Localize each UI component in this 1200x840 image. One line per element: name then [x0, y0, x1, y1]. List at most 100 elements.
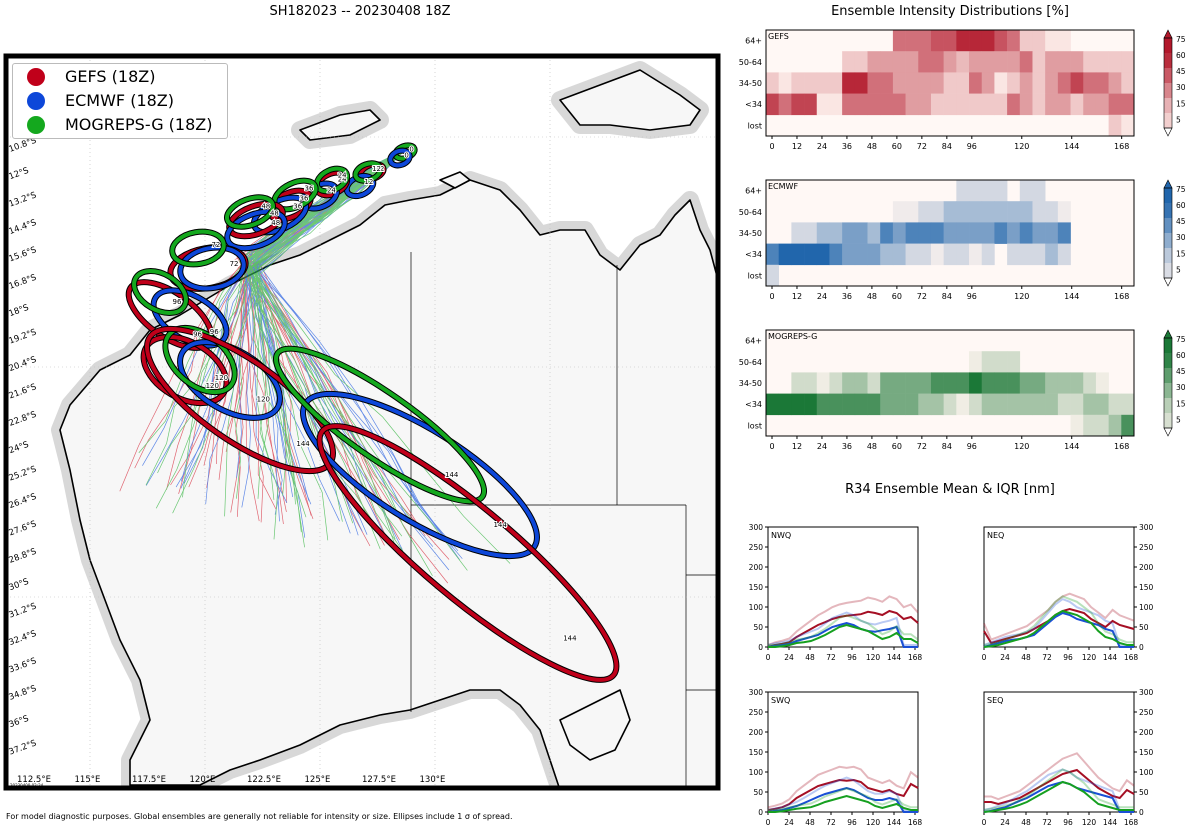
heat-cell [1057, 51, 1071, 73]
heat-cell [1007, 201, 1021, 223]
heat-cell [829, 222, 843, 244]
colorbar-cell [1164, 398, 1172, 414]
heat-cell [1019, 180, 1033, 202]
heat-cell [854, 51, 868, 73]
heat-cell [1070, 51, 1084, 73]
heat-cell [842, 243, 856, 266]
lon-tick-label: 115°E [75, 775, 101, 785]
row-label: <34 [745, 250, 762, 259]
x-tick-label: 0 [982, 653, 987, 662]
heat-cell [1032, 51, 1046, 73]
colorbar-frame [1163, 337, 1173, 429]
heat-cell [905, 222, 919, 244]
colorbar-tick-label: 30 [1176, 233, 1186, 242]
heat-cell [842, 93, 856, 116]
heat-cell [981, 393, 995, 416]
heat-cell [778, 72, 792, 94]
panel-frame [767, 691, 919, 813]
x-tick-label: 96 [1063, 818, 1073, 827]
heat-cell [1045, 201, 1059, 223]
ellipse-shape [178, 245, 246, 291]
ellipse-hour-label: 72 [230, 260, 239, 268]
heat-cell [918, 393, 932, 416]
x-tick-label: 0 [769, 142, 774, 151]
heat-cell [829, 372, 843, 394]
heat-cell [816, 372, 830, 394]
colorbar-cell [1164, 353, 1172, 369]
heat-cell [930, 72, 944, 94]
x-tick-label: 144 [1064, 142, 1079, 151]
x-tick-label: 84 [942, 142, 952, 151]
heat-cell [854, 243, 868, 266]
heat-cell [1057, 30, 1071, 52]
heat-cell [892, 201, 906, 223]
heat-cell [994, 93, 1008, 116]
colorbar-cell [1164, 368, 1172, 384]
x-tick-label: 168 [908, 653, 923, 662]
ellipse-shape [170, 229, 226, 267]
x-tick-label: 96 [967, 292, 977, 301]
y-tick-label: 250 [749, 708, 764, 717]
ellipse-hour-label: 96 [173, 298, 182, 306]
heat-cell [981, 243, 995, 266]
heat-cell [981, 351, 995, 373]
colorbar-frame [1163, 37, 1173, 129]
ellipse-hour-label: 120 [206, 382, 219, 390]
heat-cell [981, 222, 995, 244]
heat-cell [804, 393, 818, 416]
heat-cell [956, 243, 970, 266]
colorbar-frame [1163, 187, 1173, 279]
colorbar-bottom-arrow [1163, 127, 1173, 137]
heat-cell [943, 372, 957, 394]
intensity-title: Ensemble Intensity Distributions [%] [831, 4, 1069, 19]
colorbar-tick-label: 75 [1176, 185, 1186, 194]
colorbar-cell [1164, 68, 1172, 84]
heat-cell [918, 30, 932, 52]
r34-panel-seq: SEQ 0 50 100 150 200 250 300 0 24 48 72 96 120 144 168 [982, 688, 1154, 827]
heat-cell [956, 72, 970, 94]
x-tick-label: 96 [967, 442, 977, 451]
ellipse-hour-label: 0 [404, 152, 408, 160]
heat-cell [816, 93, 830, 116]
heat-cell [816, 243, 830, 266]
legend-item-ecmwf: ECMWF (18Z) [27, 91, 174, 110]
heat-cell [994, 180, 1008, 202]
heat-cell [1095, 93, 1109, 116]
ellipse-hour-label: 72 [230, 259, 239, 267]
panel-name: ECMWF [768, 182, 798, 191]
ellipse-hour-label: 96 [193, 330, 202, 338]
y-tick-label: 250 [1139, 708, 1154, 717]
x-tick-label: 60 [892, 292, 902, 301]
heat-cell [766, 72, 779, 94]
ellipse-hour-label: 24 [338, 175, 347, 183]
heat-cell [943, 393, 957, 416]
colorbar-cell [1164, 233, 1172, 249]
heat-cell [918, 372, 932, 394]
panel-name: NEQ [987, 531, 1004, 540]
colorbar-tick-label: 60 [1176, 351, 1186, 360]
heat-cell [905, 201, 919, 223]
colorbar-cell [1164, 338, 1172, 354]
heat-cell [1095, 393, 1109, 416]
heat-cell [1045, 93, 1059, 116]
y-tick-label: 0 [758, 808, 763, 817]
heat-cell [791, 372, 805, 394]
lon-tick-label: 125°E [305, 775, 331, 785]
y-tick-label: 100 [749, 603, 764, 612]
ellipse-hour-label: 36 [304, 184, 313, 192]
heat-cell [918, 93, 932, 116]
ellipse-hour-label: 72 [211, 241, 220, 249]
x-tick-label: 120 [1014, 292, 1029, 301]
heat-cell [791, 243, 805, 266]
heat-cell [892, 393, 906, 416]
heat-cell [981, 72, 995, 94]
ellipse-shape [132, 269, 188, 315]
y-tick-label: 100 [1139, 768, 1154, 777]
heat-cell [969, 201, 983, 223]
heat-cell [842, 393, 856, 416]
x-tick-label: 48 [1021, 818, 1031, 827]
heat-cell [1083, 414, 1097, 437]
heat-cell [918, 51, 932, 73]
heat-cell [1057, 222, 1071, 244]
x-tick-label: 168 [1124, 653, 1139, 662]
